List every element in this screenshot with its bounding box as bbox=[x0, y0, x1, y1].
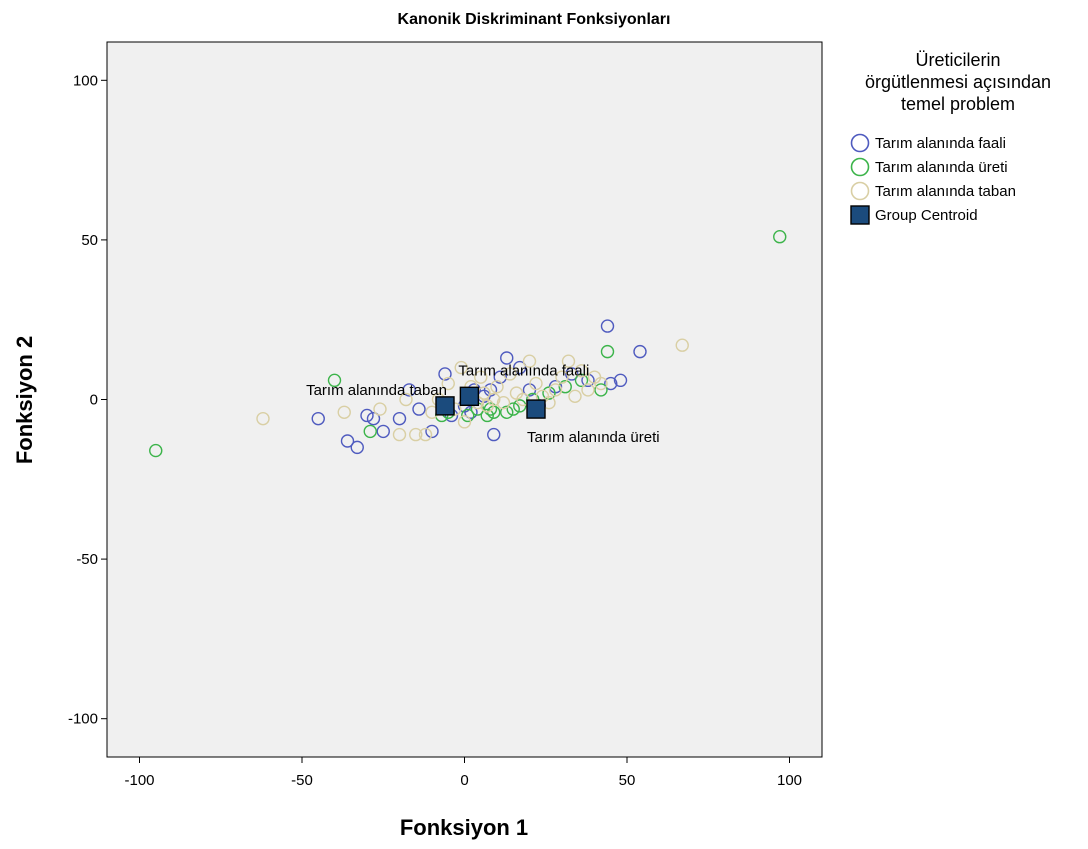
data-point-series-1 bbox=[340, 434, 355, 448]
data-point-series-1 bbox=[604, 376, 618, 391]
x-tick-label: 100 bbox=[777, 772, 802, 789]
legend-circle-marker bbox=[850, 181, 870, 201]
data-point-series-1 bbox=[513, 360, 527, 375]
x-axis: -100 -50 0 50 100 bbox=[124, 757, 802, 789]
legend-circle-marker bbox=[850, 133, 870, 153]
group-centroid-marker bbox=[459, 386, 480, 407]
data-point-series-1 bbox=[565, 367, 579, 381]
group-centroids: Tarım alanında taban Tarım alanında faali… bbox=[306, 362, 660, 446]
legend-entry-label: Tarım alanında taban bbox=[875, 183, 1016, 200]
data-point-series-3 bbox=[457, 415, 472, 429]
legend-title-line: örgütlenmesi açısından bbox=[865, 72, 1051, 92]
data-point-series-2 bbox=[600, 344, 615, 359]
data-point-series-1 bbox=[360, 408, 374, 423]
data-point-series-2 bbox=[500, 405, 514, 419]
data-point-series-3 bbox=[548, 383, 563, 397]
legend-entry-label: Group Centroid bbox=[875, 207, 978, 224]
data-point-series-3 bbox=[474, 370, 488, 384]
data-point-series-2 bbox=[513, 399, 527, 413]
data-point-series-1 bbox=[350, 440, 364, 455]
x-axis-label: Fonksiyon 1 bbox=[400, 815, 528, 840]
chart-title: Kanonik Diskriminant Fonksiyonları bbox=[398, 11, 671, 28]
data-point-series-2 bbox=[149, 443, 163, 458]
data-point-series-1 bbox=[311, 411, 325, 426]
data-point-series-3 bbox=[594, 376, 608, 391]
data-point-series-3 bbox=[392, 427, 407, 442]
y-axis-label: Fonksiyon 2 bbox=[12, 336, 37, 464]
data-point-series-2 bbox=[574, 373, 589, 388]
data-point-series-1 bbox=[500, 351, 514, 365]
data-point-series-3 bbox=[561, 354, 576, 368]
data-point-series-3 bbox=[574, 364, 589, 378]
legend-circle-marker bbox=[850, 157, 870, 177]
data-point-series-1 bbox=[633, 344, 647, 359]
data-point-series-3 bbox=[454, 360, 468, 375]
data-point-series-3 bbox=[529, 376, 543, 391]
legend-entry-label: Tarım alanında faali bbox=[875, 135, 1006, 152]
y-tick-label: -100 bbox=[68, 711, 98, 728]
data-point-series-3 bbox=[373, 402, 387, 416]
legend-entry-label: Tarım alanında üreti bbox=[875, 159, 1008, 176]
data-point-series-3 bbox=[418, 427, 433, 442]
legend-title-line: Üreticilerin bbox=[915, 50, 1000, 70]
data-point-series-2 bbox=[363, 424, 377, 439]
data-point-series-3 bbox=[256, 411, 270, 426]
data-point-series-2 bbox=[594, 383, 608, 397]
y-tick-label: 100 bbox=[73, 72, 98, 89]
data-point-series-1 bbox=[600, 319, 615, 333]
data-point-series-3 bbox=[337, 405, 351, 419]
data-point-series-2 bbox=[773, 230, 787, 244]
y-tick-label: 50 bbox=[81, 232, 98, 249]
x-tick-label: -100 bbox=[124, 772, 154, 789]
data-point-series-1 bbox=[376, 424, 390, 439]
data-point-series-3 bbox=[399, 392, 413, 407]
data-point-series-2 bbox=[506, 402, 520, 416]
data-point-series-2 bbox=[558, 380, 572, 394]
data-point-series-1 bbox=[487, 427, 501, 442]
data-point-series-3 bbox=[409, 427, 423, 442]
x-tick-label: 0 bbox=[460, 772, 468, 789]
data-point-series-3 bbox=[487, 392, 501, 407]
group-centroid-marker bbox=[526, 399, 546, 419]
data-point-series-2 bbox=[542, 386, 556, 400]
data-point-series-3 bbox=[503, 367, 517, 381]
centroid-label: Tarım alanında faali bbox=[458, 362, 589, 379]
data-point-series-1 bbox=[464, 405, 478, 419]
data-point-series-2 bbox=[480, 408, 494, 423]
data-point-series-1 bbox=[412, 402, 426, 416]
x-tick-label: 50 bbox=[619, 772, 636, 789]
data-point-series-1 bbox=[366, 411, 381, 426]
legend-title-line: temel problem bbox=[901, 94, 1015, 114]
data-point-series-3 bbox=[555, 370, 569, 384]
group-centroid-marker bbox=[435, 396, 455, 416]
data-point-series-1 bbox=[493, 370, 507, 384]
data-point-series-1 bbox=[438, 367, 452, 381]
y-tick-label: 0 bbox=[90, 392, 98, 409]
data-point-series-1 bbox=[392, 411, 407, 426]
data-point-series-3 bbox=[675, 338, 689, 352]
centroid-label: Tarım alanında taban bbox=[306, 382, 447, 399]
data-point-series-3 bbox=[522, 354, 537, 368]
data-point-series-1 bbox=[613, 373, 628, 388]
data-point-series-3 bbox=[581, 383, 595, 397]
data-point-series-2 bbox=[327, 373, 342, 388]
centroid-label: Tarım alanında üreti bbox=[527, 429, 660, 446]
x-tick-label: -50 bbox=[291, 772, 313, 789]
data-point-series-1 bbox=[425, 424, 439, 439]
data-point-series-2 bbox=[461, 408, 475, 423]
data-point-series-3 bbox=[568, 389, 582, 404]
data-point-series-1 bbox=[581, 373, 595, 388]
y-tick-label: -50 bbox=[76, 551, 98, 568]
data-point-series-1 bbox=[402, 383, 416, 397]
y-axis: 100 50 0 -50 -100 bbox=[68, 72, 107, 728]
legend-centroid-marker bbox=[850, 205, 870, 225]
data-point-series-3 bbox=[441, 376, 455, 391]
data-point-series-3 bbox=[496, 395, 511, 410]
data-point-series-2 bbox=[483, 402, 498, 416]
data-point-series-3 bbox=[490, 380, 504, 394]
